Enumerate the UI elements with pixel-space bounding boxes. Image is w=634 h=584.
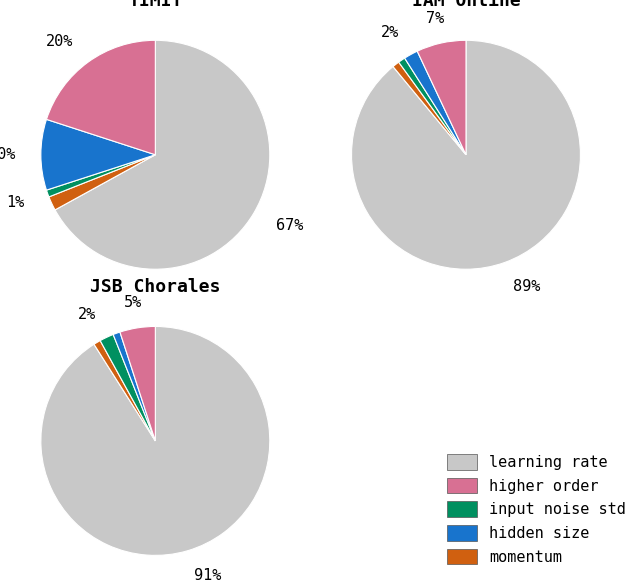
Text: 20%: 20% — [46, 34, 74, 49]
Title: JSB Chorales: JSB Chorales — [90, 279, 221, 296]
Text: 89%: 89% — [514, 279, 541, 294]
Text: 91%: 91% — [194, 568, 222, 582]
Wedge shape — [100, 335, 155, 441]
Text: 67%: 67% — [276, 218, 303, 234]
Text: 5%: 5% — [124, 296, 143, 311]
Title: TIMIT: TIMIT — [128, 0, 183, 10]
Wedge shape — [404, 51, 466, 155]
Wedge shape — [351, 40, 581, 269]
Text: 7%: 7% — [427, 11, 444, 26]
Wedge shape — [41, 326, 270, 555]
Wedge shape — [399, 58, 466, 155]
Wedge shape — [49, 155, 155, 210]
Legend: learning rate, higher order, input noise std, hidden size, momentum: learning rate, higher order, input noise… — [447, 454, 626, 565]
Wedge shape — [46, 40, 155, 155]
Text: 10%: 10% — [0, 147, 16, 162]
Wedge shape — [393, 62, 466, 155]
Text: 2%: 2% — [380, 25, 399, 40]
Wedge shape — [41, 119, 155, 190]
Wedge shape — [113, 332, 155, 441]
Text: 1%: 1% — [6, 194, 24, 210]
Title: IAM Online: IAM Online — [411, 0, 521, 10]
Wedge shape — [46, 155, 155, 197]
Text: 2%: 2% — [77, 307, 96, 322]
Wedge shape — [55, 40, 270, 269]
Wedge shape — [120, 326, 155, 441]
Wedge shape — [94, 340, 155, 441]
Wedge shape — [417, 40, 466, 155]
